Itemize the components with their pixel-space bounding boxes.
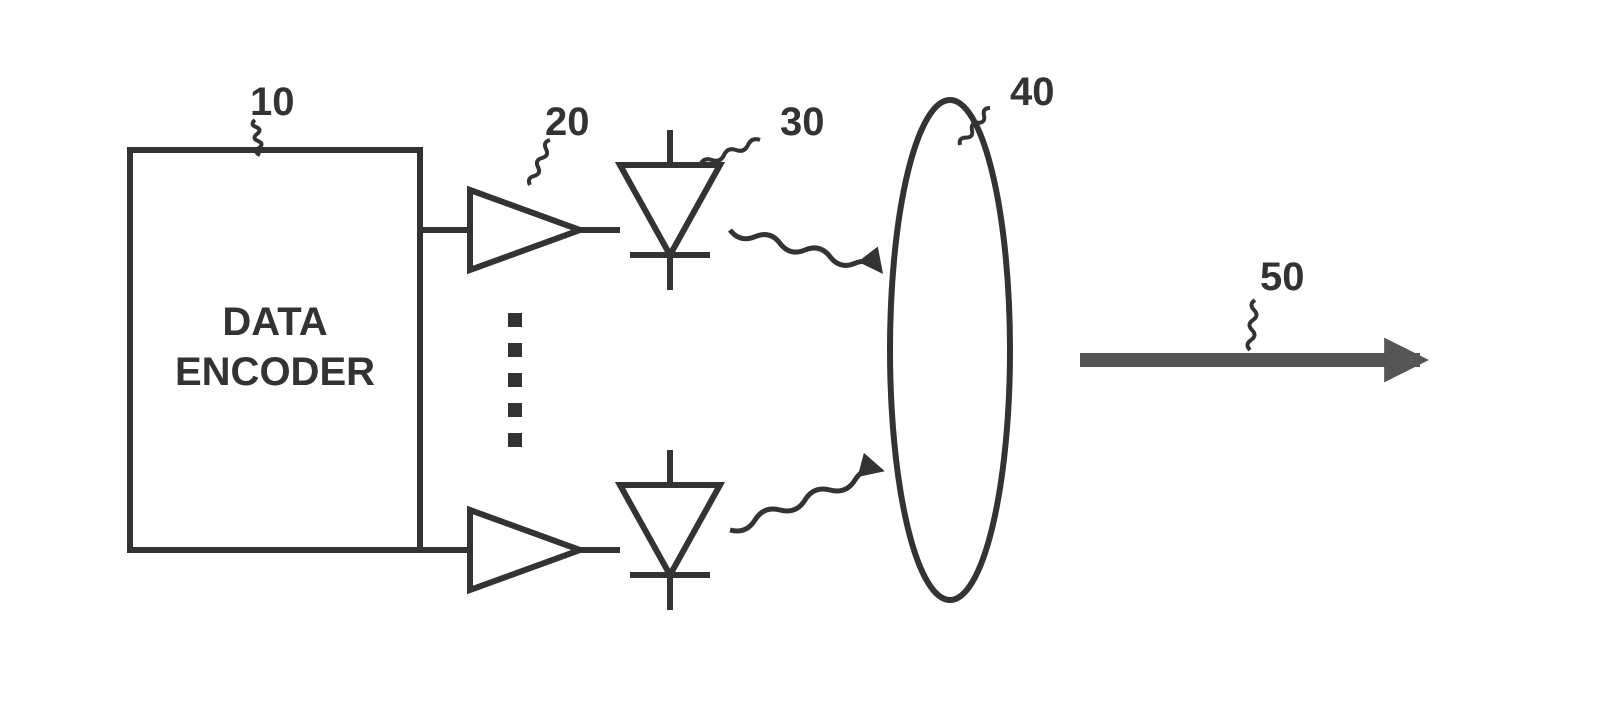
lens: [890, 100, 1010, 600]
ellipsis-dot: [508, 433, 522, 447]
ref-label-10: 10: [250, 80, 295, 124]
ellipsis-dot: [508, 373, 522, 387]
ref-label-40: 40: [1010, 70, 1055, 114]
led-bottom-triangle: [620, 485, 720, 575]
ref-label-50: 50: [1260, 255, 1305, 299]
ellipsis-dot: [508, 343, 522, 357]
encoder-text-line2: ENCODER: [175, 350, 375, 394]
ref-label-30: 30: [780, 100, 825, 144]
light-ray-top: [730, 230, 880, 270]
amplifier-bottom: [470, 510, 580, 590]
light-ray-bottom: [730, 469, 880, 531]
amplifier-top: [470, 190, 580, 270]
leader-squiggle-20: [529, 140, 550, 185]
led-top-triangle: [620, 165, 720, 255]
ellipsis-dot: [508, 313, 522, 327]
encoder-text-line1: DATA: [222, 300, 327, 344]
leader-squiggle-30: [700, 139, 760, 165]
ellipsis-dot: [508, 403, 522, 417]
ref-label-20: 20: [545, 100, 590, 144]
leader-squiggle-50: [1247, 300, 1256, 350]
